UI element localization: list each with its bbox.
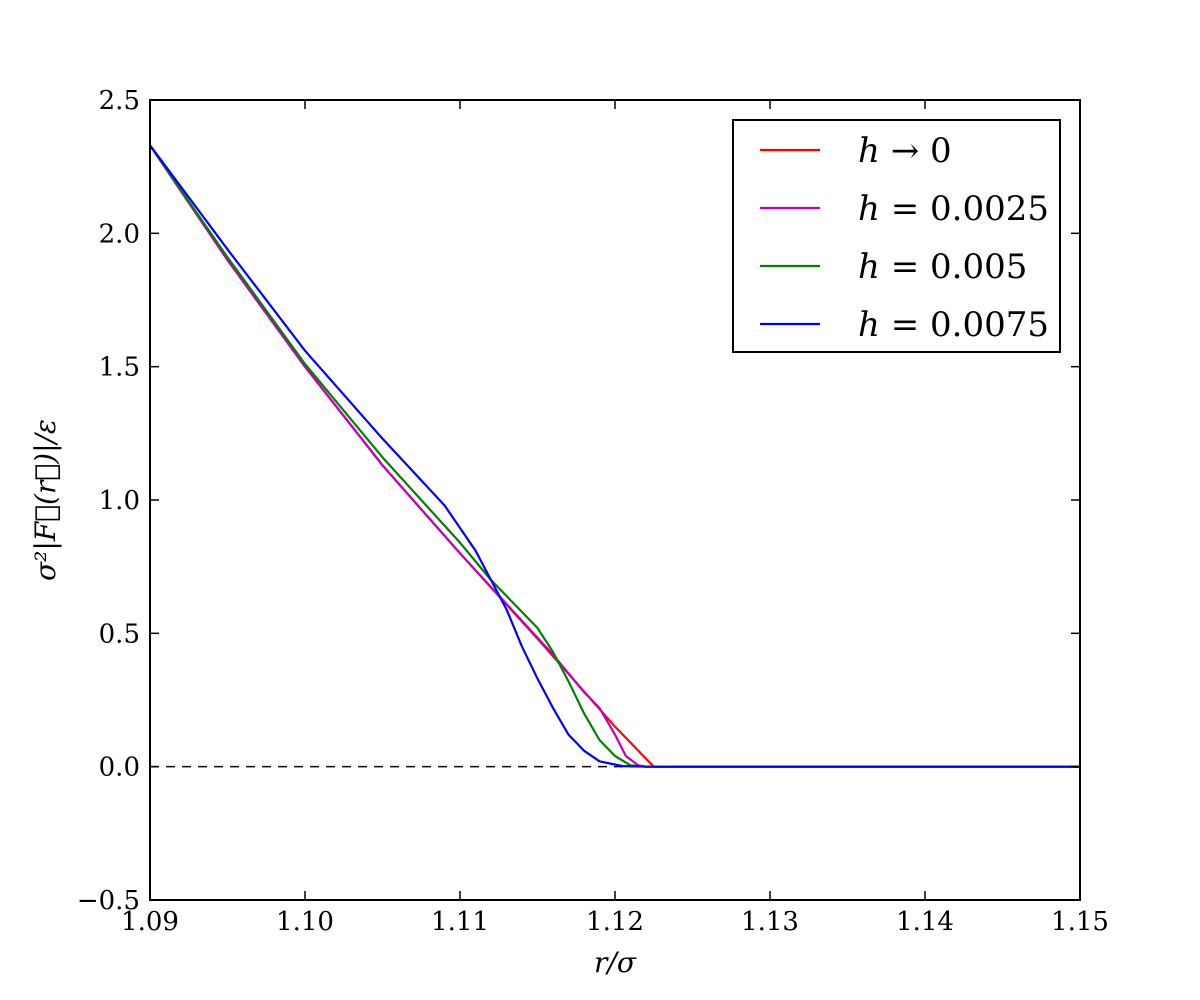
legend-label: h = 0.0025 [858,189,1049,229]
x-tick-label: 1.09 [121,907,179,937]
x-axis-label: r/σ [594,946,637,979]
y-tick-label: 1.5 [99,353,140,383]
legend-label: h → 0 [858,131,952,171]
y-tick-label: 1.0 [99,486,140,516]
legend-label: h = 0.0075 [858,305,1049,345]
x-tick-label: 1.12 [586,907,644,937]
x-tick-label: 1.13 [741,907,799,937]
series-line-1 [150,144,1080,768]
series-line-3 [150,144,1080,768]
legend: h → 0 h = 0.0025 h = 0.005 h = 0.0075 [732,119,1061,353]
y-tick-label: 2.0 [99,219,140,249]
legend-box [732,119,1061,353]
legend-label: h = 0.005 [858,247,1027,287]
plot-area [150,144,1080,768]
y-tick-label: 0.0 [99,753,140,783]
x-tick-label: 1.11 [431,907,489,937]
x-tick-label: 1.15 [1051,907,1109,937]
axes: 1.09 1.10 1.11 1.12 1.13 1.14 1.15 −0.5 0.0 0.5 1.… [77,86,1109,937]
x-tick-label: 1.10 [276,907,334,937]
x-tick-label: 1.14 [896,907,954,937]
y-tick-label: 0.5 [99,619,140,649]
y-axis-label: σ²|F⃗(r⃗)|/ε [29,419,62,581]
series-line-2 [150,144,1080,768]
y-tick-label: −0.5 [77,886,140,916]
y-tick-label: 2.5 [99,86,140,116]
